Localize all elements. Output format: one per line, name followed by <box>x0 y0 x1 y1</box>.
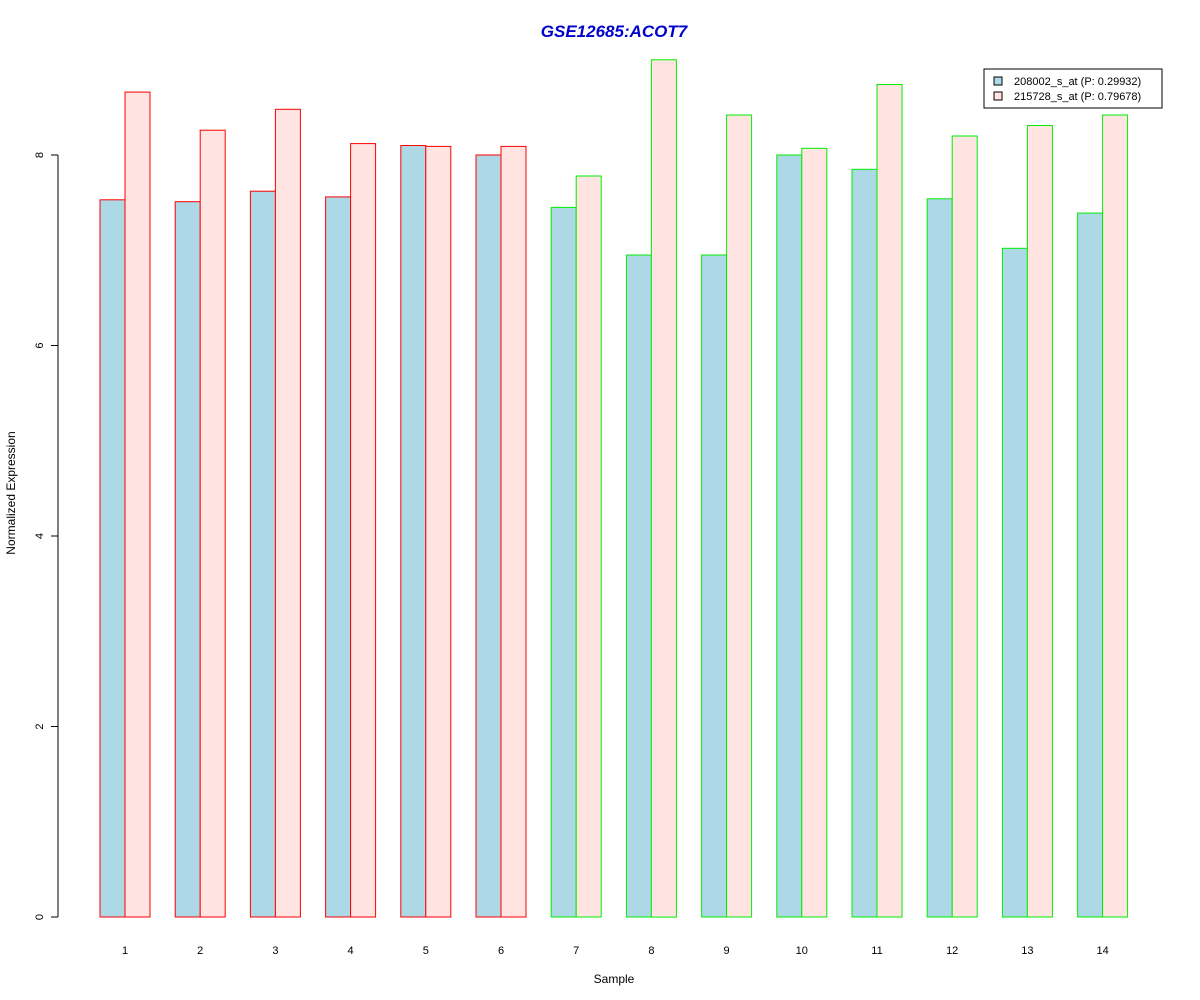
x-tick-label: 8 <box>648 945 654 957</box>
legend: 208002_s_at (P: 0.29932) 215728_s_at (P: … <box>983 68 1163 109</box>
bar-1-sample-4 <box>325 196 352 918</box>
bar-1-sample-11 <box>851 168 878 918</box>
bar-2-sample-5 <box>425 145 452 918</box>
bar-2-sample-3 <box>274 108 301 918</box>
bar-1-sample-10 <box>776 154 803 918</box>
x-tick-label: 13 <box>1021 945 1033 957</box>
bar-1-sample-9 <box>701 254 728 918</box>
x-tick-label: 4 <box>348 945 354 957</box>
y-tick-label: 4 <box>34 533 46 539</box>
plot-area <box>99 59 1129 918</box>
x-tick-label: 14 <box>1096 945 1108 957</box>
bar-1-sample-3 <box>249 190 276 918</box>
legend-box <box>983 68 1163 109</box>
y-tick-label: 0 <box>34 914 46 920</box>
x-axis-label: Sample <box>594 972 635 986</box>
bar-1-sample-6 <box>475 154 502 918</box>
bar-2-sample-13 <box>1026 125 1053 918</box>
x-tick-label: 5 <box>423 945 429 957</box>
legend-swatch <box>993 76 1003 86</box>
x-tick-label: 12 <box>946 945 958 957</box>
bar-2-sample-14 <box>1102 114 1129 918</box>
bar-2-sample-11 <box>876 84 903 918</box>
bar-2-sample-10 <box>801 147 828 918</box>
legend-entry: 208002_s_at (P: 0.29932) <box>1014 76 1141 88</box>
y-axis-label: Normalized Expression <box>4 431 18 554</box>
bar-2-sample-7 <box>575 175 602 918</box>
x-tick-label: 7 <box>573 945 579 957</box>
x-tick-label: 2 <box>197 945 203 957</box>
bar-2-sample-2 <box>199 129 226 918</box>
bar-1-sample-5 <box>400 145 427 918</box>
legend-swatch <box>993 91 1003 101</box>
x-axis: 1 2 3 4 5 6 7 8 9 10 11 12 13 14 <box>122 945 1109 957</box>
bar-1-sample-1 <box>99 199 126 918</box>
bar-1-sample-2 <box>174 201 201 918</box>
chart-title: GSE12685:ACOT7 <box>541 22 689 41</box>
bar-2-sample-8 <box>650 59 677 918</box>
x-tick-label: 9 <box>724 945 730 957</box>
bar-2-sample-4 <box>350 143 377 918</box>
x-tick-label: 1 <box>122 945 128 957</box>
y-tick-label: 8 <box>34 152 46 158</box>
bar-1-sample-7 <box>550 206 577 918</box>
legend-entry: 215728_s_at (P: 0.79678) <box>1014 91 1141 103</box>
y-axis: 0 2 4 6 8 <box>34 152 59 920</box>
y-tick-label: 6 <box>34 342 46 348</box>
bar-1-sample-13 <box>1001 247 1028 918</box>
bar-2-sample-1 <box>124 91 151 918</box>
bar-2-sample-6 <box>500 145 527 918</box>
x-tick-label: 11 <box>871 945 882 957</box>
y-tick-label: 2 <box>34 723 46 729</box>
x-tick-label: 3 <box>272 945 278 957</box>
bar-1-sample-8 <box>625 254 652 918</box>
bar-2-sample-9 <box>726 114 753 918</box>
x-tick-label: 6 <box>498 945 504 957</box>
x-tick-label: 10 <box>796 945 808 957</box>
bar-1-sample-14 <box>1077 212 1104 918</box>
bar-2-sample-12 <box>951 135 978 918</box>
bar-1-sample-12 <box>926 198 953 918</box>
